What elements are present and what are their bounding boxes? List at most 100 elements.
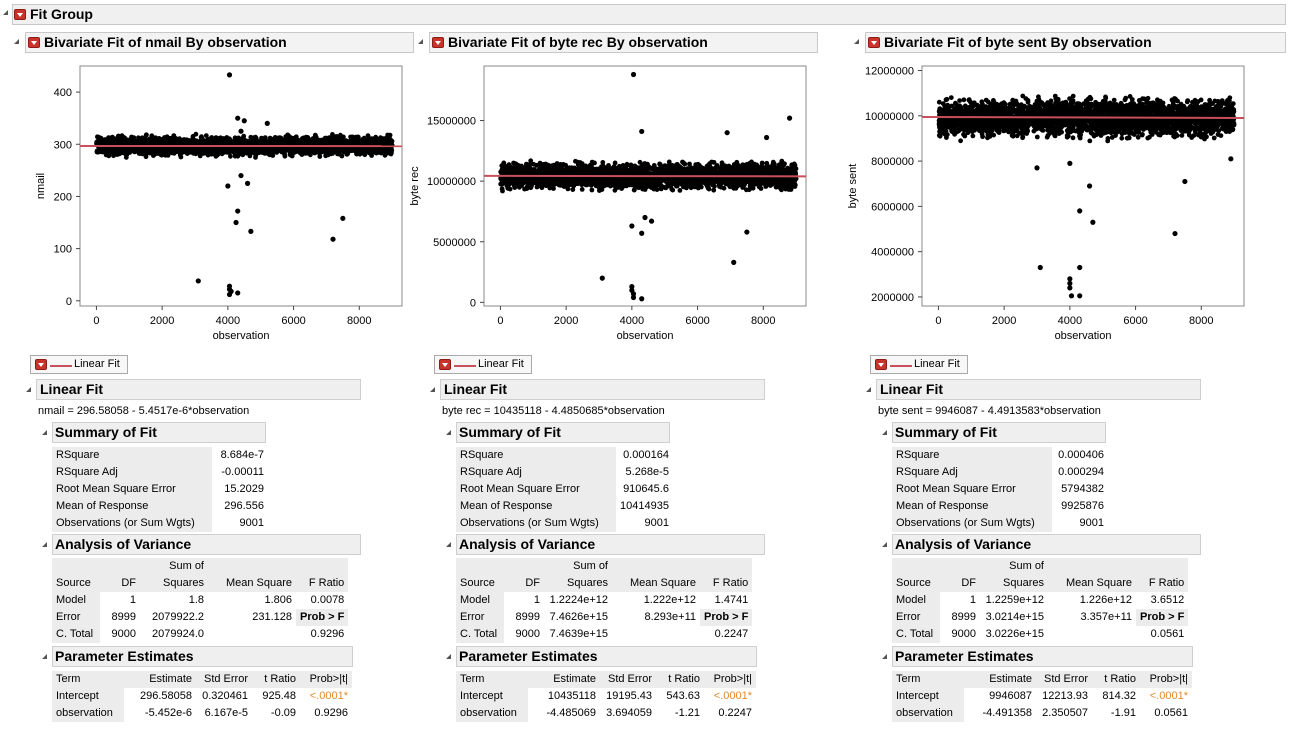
anova-collapse-icon[interactable] — [42, 542, 47, 547]
anova-title: Analysis of Variance — [459, 536, 596, 552]
summary-label: Observations (or Sum Wgts) — [456, 515, 616, 532]
summary-value: 0.000294 — [1058, 466, 1104, 478]
params-col-header: Std Error — [196, 671, 252, 688]
outlier-point — [244, 180, 251, 186]
x-tick-label: 0 — [497, 315, 503, 327]
panel-menu-button[interactable] — [28, 37, 40, 48]
params-term: observation — [456, 705, 528, 722]
anova-row: C. Total 9000 2079924.0 0.9296 — [52, 626, 348, 643]
params-row: Intercept 296.58058 0.320461 925.48 <.0001* — [52, 688, 352, 705]
anova-header — [892, 534, 1201, 555]
summary-value: 5794382 — [1061, 483, 1104, 495]
summary-label: Mean of Response — [456, 498, 616, 515]
params-t: 925.48 — [262, 690, 296, 702]
panel-title: Bivariate Fit of byte sent By observatio… — [884, 34, 1152, 50]
linear-fit-menu-icon[interactable] — [35, 359, 47, 370]
summary-collapse-icon[interactable] — [446, 430, 451, 435]
params-p: 0.9296 — [314, 707, 348, 719]
summary-value: -0.00011 — [221, 466, 264, 478]
x-tick-label: 4000 — [1058, 315, 1082, 327]
params-t: -0.09 — [270, 707, 296, 719]
fit-line-swatch — [890, 365, 912, 367]
anova-f: 0.2247 — [714, 628, 749, 640]
linear-fit-legend-button[interactable]: Linear Fit — [30, 355, 128, 374]
anova-ss: 7.4639e+15 — [549, 628, 608, 640]
summary-collapse-icon[interactable] — [882, 430, 887, 435]
linear-fit-label: Linear Fit — [478, 358, 524, 370]
anova-source: Model — [892, 592, 940, 609]
anova-collapse-icon[interactable] — [882, 542, 887, 547]
anova-ms: 1.222e+12 — [643, 594, 696, 606]
collapse-triangle-icon[interactable] — [3, 10, 8, 15]
panel-menu-button[interactable] — [432, 37, 444, 48]
anova-collapse-icon[interactable] — [446, 542, 451, 547]
anova-col-header: F Ratio — [700, 575, 753, 592]
anova-col-header: DF — [940, 575, 980, 592]
outlier-point — [744, 229, 750, 235]
linear-fit-collapse-icon[interactable] — [430, 387, 435, 392]
linear-fit-collapse-icon[interactable] — [26, 387, 31, 392]
linear-fit-legend-button[interactable]: Linear Fit — [434, 355, 532, 374]
outlier-point — [786, 115, 793, 121]
x-tick-label: 2000 — [992, 315, 1016, 327]
panel-menu-button[interactable] — [868, 37, 880, 48]
plot-frame — [79, 65, 403, 307]
linear-fit-legend-button[interactable]: Linear Fit — [870, 355, 968, 374]
anova-df: 9000 — [515, 628, 540, 640]
anova-f: 0.0078 — [310, 594, 345, 606]
anova-row: Error 8999 2079922.2 231.128 Prob > F — [52, 609, 349, 626]
summary-label: Mean of Response — [52, 498, 212, 515]
outlier-point — [731, 259, 737, 265]
params-col-header: Prob>|t| — [1140, 671, 1192, 688]
params-header — [52, 646, 353, 667]
linear-fit-title: Linear Fit — [880, 381, 944, 397]
linear-fit-label: Linear Fit — [914, 358, 960, 370]
summary-row: Observations (or Sum Wgts) 9001 — [892, 515, 1108, 532]
linear-fit-menu-icon[interactable] — [439, 359, 451, 370]
outlier-point — [233, 219, 239, 226]
params-collapse-icon[interactable] — [42, 654, 47, 659]
params-se: 6.167e-5 — [204, 707, 248, 719]
summary-header — [892, 422, 1106, 443]
summary-row: Mean of Response 296.556 — [52, 498, 268, 515]
summary-row: Observations (or Sum Wgts) 9001 — [456, 515, 673, 532]
summary-row: Observations (or Sum Wgts) 9001 — [52, 515, 268, 532]
anova-row: C. Total 9000 7.4639e+15 0.2247 — [456, 626, 752, 643]
linear-fit-title: Linear Fit — [40, 381, 104, 397]
scatter-plot: 2000000 4000000 6000000 8000000 10000000 1200… — [847, 65, 1245, 342]
params-col-header: Term — [52, 671, 124, 688]
panel-collapse-icon[interactable] — [854, 39, 859, 44]
fit-group-menu-icon[interactable] — [14, 9, 26, 20]
outlier-point — [235, 208, 241, 214]
summary-row: RSquare 0.000406 — [892, 447, 1108, 464]
panel-collapse-icon[interactable] — [418, 39, 423, 44]
summary-collapse-icon[interactable] — [42, 430, 47, 435]
x-axis-label: observation — [213, 330, 270, 342]
y-tick-label: 300 — [54, 139, 72, 151]
y-tick-label: 400 — [54, 87, 72, 99]
summary-value: 8.684e-7 — [220, 449, 264, 461]
summary-header — [456, 422, 670, 443]
fit-line — [483, 174, 807, 178]
params-p: 0.0561 — [1154, 707, 1188, 719]
params-col-header: Term — [456, 671, 528, 688]
anova-col-header: Mean Square — [208, 575, 296, 592]
anova-ms: 1.806 — [264, 594, 292, 606]
panel-collapse-icon[interactable] — [14, 39, 19, 44]
params-title: Parameter Estimates — [55, 648, 194, 664]
params-se: 19195.43 — [606, 690, 652, 702]
outlier-point — [1067, 285, 1073, 291]
params-term: observation — [892, 705, 964, 722]
linear-fit-menu-icon[interactable] — [875, 359, 887, 370]
y-tick-label: 6000000 — [871, 201, 914, 213]
anova-f: Prob > F — [700, 609, 753, 626]
anova-df: 9000 — [951, 628, 976, 640]
anova-f: Prob > F — [1136, 609, 1189, 626]
linear-fit-collapse-icon[interactable] — [866, 387, 871, 392]
params-term: Intercept — [456, 688, 528, 705]
anova-source: Error — [52, 609, 100, 626]
outlier-point — [629, 284, 635, 290]
params-collapse-icon[interactable] — [882, 654, 887, 659]
params-collapse-icon[interactable] — [446, 654, 451, 659]
params-term: Intercept — [892, 688, 964, 705]
